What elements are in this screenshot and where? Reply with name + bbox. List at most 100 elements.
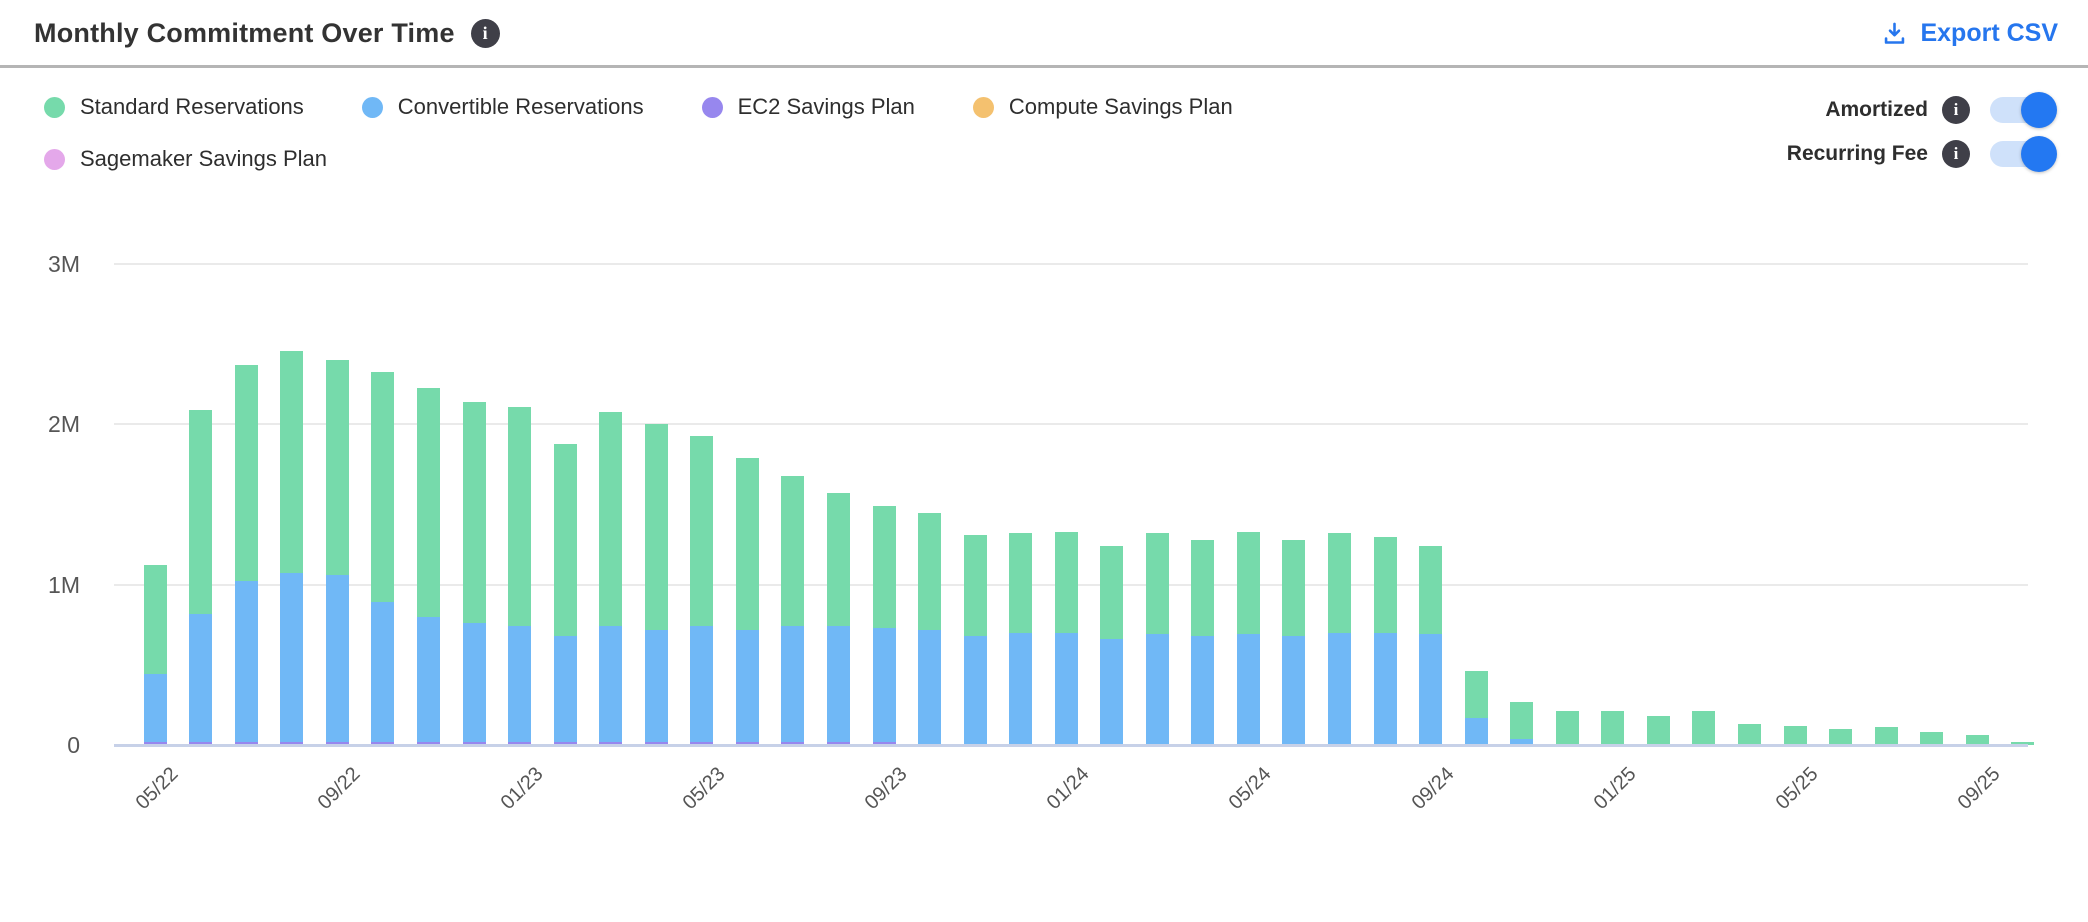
bar-segment-12-23-convertible-reservations[interactable] — [1009, 632, 1033, 745]
legend-item-ec2-savings-plan[interactable]: EC2 Savings Plan — [701, 94, 915, 120]
bar-segment-08-24-standard-reservations[interactable] — [1373, 536, 1397, 633]
bar-segment-07-22-ec2-savings-plan[interactable] — [234, 741, 258, 745]
bar-segment-01-23-standard-reservations[interactable] — [508, 406, 532, 627]
bar-segment-03-25-standard-reservations[interactable] — [1692, 711, 1716, 745]
bar-segment-10-25-standard-reservations[interactable] — [2011, 741, 2035, 745]
legend-item-standard-reservations[interactable]: Standard Reservations — [44, 94, 304, 120]
bar-segment-11-24-convertible-reservations[interactable] — [1510, 738, 1534, 745]
bar-segment-03-23-ec2-savings-plan[interactable] — [599, 741, 623, 745]
bar-segment-10-22-standard-reservations[interactable] — [371, 371, 395, 603]
bar-segment-09-23-convertible-reservations[interactable] — [872, 627, 896, 742]
bar-segment-07-22-standard-reservations[interactable] — [234, 365, 258, 582]
bar-segment-07-22-convertible-reservations[interactable] — [234, 581, 258, 742]
bar-segment-04-23-convertible-reservations[interactable] — [644, 629, 668, 742]
bar-segment-09-22-standard-reservations[interactable] — [325, 360, 349, 576]
bar-segment-07-24-convertible-reservations[interactable] — [1328, 632, 1351, 745]
bar-segment-09-22-ec2-savings-plan[interactable] — [325, 741, 349, 745]
bar-segment-01-24-standard-reservations[interactable] — [1054, 531, 1078, 633]
legend-item-convertible-reservations[interactable]: Convertible Reservations — [361, 94, 644, 120]
bar-segment-12-22-convertible-reservations[interactable] — [462, 623, 486, 742]
bar-segment-02-23-standard-reservations[interactable] — [553, 443, 577, 636]
bar-segment-03-23-standard-reservations[interactable] — [599, 411, 623, 627]
bar-segment-12-22-ec2-savings-plan[interactable] — [462, 741, 486, 745]
bar-segment-09-22-convertible-reservations[interactable] — [325, 575, 349, 742]
bar-segment-06-22-ec2-savings-plan[interactable] — [189, 741, 213, 745]
bar-segment-06-24-standard-reservations[interactable] — [1282, 539, 1306, 636]
bar-segment-09-24-standard-reservations[interactable] — [1419, 546, 1443, 635]
bar-segment-07-25-standard-reservations[interactable] — [1874, 727, 1898, 745]
bar-segment-08-22-standard-reservations[interactable] — [280, 350, 304, 574]
bar-segment-05-23-standard-reservations[interactable] — [690, 435, 714, 627]
bar-segment-06-24-convertible-reservations[interactable] — [1282, 635, 1306, 745]
amortized-toggle[interactable] — [1990, 92, 2057, 128]
bar-segment-07-23-standard-reservations[interactable] — [781, 475, 805, 627]
bar-segment-08-24-convertible-reservations[interactable] — [1373, 632, 1397, 745]
bar-segment-05-22-ec2-savings-plan[interactable] — [143, 741, 167, 745]
bar-segment-04-23-ec2-savings-plan[interactable] — [644, 741, 668, 745]
bar-segment-10-22-convertible-reservations[interactable] — [371, 602, 395, 742]
bar-segment-09-25-standard-reservations[interactable] — [1965, 735, 1989, 745]
bar-segment-06-22-convertible-reservations[interactable] — [189, 613, 213, 742]
bar-segment-10-23-standard-reservations[interactable] — [918, 512, 942, 630]
bar-segment-04-25-standard-reservations[interactable] — [1737, 724, 1761, 745]
info-icon[interactable]: i — [1942, 96, 1970, 124]
bar-segment-04-24-convertible-reservations[interactable] — [1191, 635, 1215, 745]
bar-segment-08-22-convertible-reservations[interactable] — [280, 573, 304, 742]
legend-item-compute-savings-plan[interactable]: Compute Savings Plan — [972, 94, 1233, 120]
bar-segment-06-25-standard-reservations[interactable] — [1829, 728, 1853, 745]
bar-segment-08-23-ec2-savings-plan[interactable] — [826, 741, 850, 745]
bar-segment-09-23-standard-reservations[interactable] — [872, 506, 896, 628]
legend-item-sagemaker-savings-plan[interactable]: Sagemaker Savings Plan — [44, 146, 327, 172]
bar-segment-06-23-ec2-savings-plan[interactable] — [735, 741, 759, 745]
bar-segment-07-23-ec2-savings-plan[interactable] — [781, 741, 805, 745]
bar-segment-11-22-ec2-savings-plan[interactable] — [417, 741, 440, 745]
recurring-fee-toggle[interactable] — [1990, 136, 2057, 172]
bar-segment-06-23-convertible-reservations[interactable] — [735, 629, 759, 742]
bar-segment-07-24-standard-reservations[interactable] — [1328, 533, 1351, 633]
bar-segment-03-24-convertible-reservations[interactable] — [1145, 634, 1169, 745]
bar-segment-01-23-ec2-savings-plan[interactable] — [508, 741, 532, 745]
bar-segment-08-22-ec2-savings-plan[interactable] — [280, 741, 304, 745]
bar-segment-05-24-convertible-reservations[interactable] — [1236, 634, 1260, 745]
bar-segment-11-22-standard-reservations[interactable] — [417, 387, 440, 617]
bar-segment-07-23-convertible-reservations[interactable] — [781, 626, 805, 742]
bar-segment-11-24-standard-reservations[interactable] — [1510, 701, 1534, 739]
bar-segment-11-22-convertible-reservations[interactable] — [417, 616, 440, 742]
bar-segment-05-23-ec2-savings-plan[interactable] — [690, 741, 714, 745]
bar-segment-04-23-standard-reservations[interactable] — [644, 424, 668, 630]
bar-segment-02-24-convertible-reservations[interactable] — [1100, 639, 1124, 745]
bar-segment-08-23-standard-reservations[interactable] — [826, 493, 850, 627]
bar-segment-01-25-standard-reservations[interactable] — [1601, 711, 1625, 745]
bar-segment-02-25-standard-reservations[interactable] — [1646, 716, 1670, 745]
bar-segment-11-23-convertible-reservations[interactable] — [963, 635, 987, 745]
bar-segment-06-22-standard-reservations[interactable] — [189, 409, 213, 614]
bar-segment-05-23-convertible-reservations[interactable] — [690, 626, 714, 742]
bar-segment-05-22-standard-reservations[interactable] — [143, 565, 167, 675]
bar-segment-05-24-standard-reservations[interactable] — [1236, 531, 1260, 635]
bar-segment-12-24-standard-reservations[interactable] — [1555, 711, 1579, 745]
export-csv-button[interactable]: Export CSV — [1881, 19, 2058, 48]
bar-segment-10-24-convertible-reservations[interactable] — [1464, 717, 1488, 745]
bar-segment-05-22-convertible-reservations[interactable] — [143, 674, 167, 742]
bar-segment-09-23-ec2-savings-plan[interactable] — [872, 741, 896, 745]
bar-segment-10-22-ec2-savings-plan[interactable] — [371, 741, 395, 745]
bar-segment-02-23-convertible-reservations[interactable] — [553, 635, 577, 742]
title-info-icon[interactable]: i — [470, 19, 500, 48]
bar-segment-03-23-convertible-reservations[interactable] — [599, 626, 623, 742]
bar-segment-08-25-standard-reservations[interactable] — [1920, 732, 1944, 745]
bar-segment-02-23-ec2-savings-plan[interactable] — [553, 741, 577, 745]
bar-segment-12-22-standard-reservations[interactable] — [462, 401, 486, 624]
bar-segment-10-23-convertible-reservations[interactable] — [918, 629, 942, 745]
bar-segment-02-24-standard-reservations[interactable] — [1100, 546, 1124, 640]
bar-segment-05-25-standard-reservations[interactable] — [1783, 725, 1807, 745]
bar-segment-03-24-standard-reservations[interactable] — [1145, 533, 1169, 635]
bar-segment-11-23-standard-reservations[interactable] — [963, 535, 987, 636]
bar-segment-01-24-convertible-reservations[interactable] — [1054, 632, 1078, 745]
bar-segment-04-24-standard-reservations[interactable] — [1191, 539, 1215, 636]
bar-segment-10-24-standard-reservations[interactable] — [1464, 671, 1488, 718]
bar-segment-01-23-convertible-reservations[interactable] — [508, 626, 532, 742]
bar-segment-06-23-standard-reservations[interactable] — [735, 458, 759, 630]
info-icon[interactable]: i — [1942, 140, 1970, 168]
bar-segment-09-24-convertible-reservations[interactable] — [1419, 634, 1443, 745]
bar-segment-12-23-standard-reservations[interactable] — [1009, 533, 1033, 633]
